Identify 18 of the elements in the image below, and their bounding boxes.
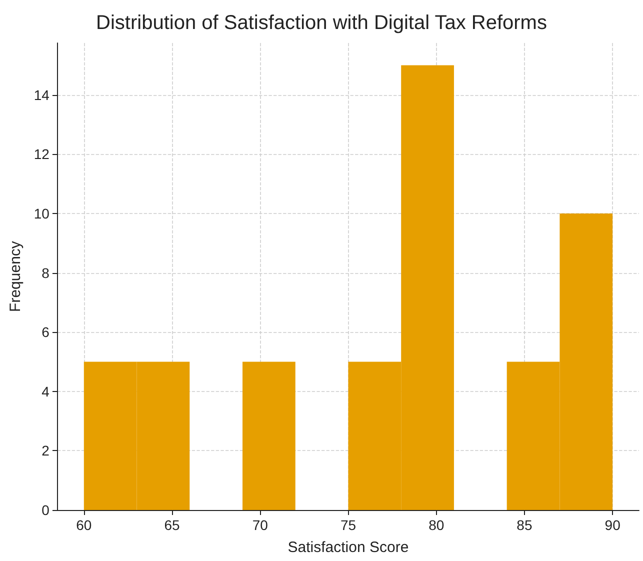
x-tick-label: 75: [340, 517, 356, 533]
x-tick-label: 65: [164, 517, 180, 533]
y-tick-label: 0: [42, 502, 50, 518]
x-tick-label: 60: [76, 517, 92, 533]
y-tick-label: 10: [34, 205, 50, 222]
y-tick-label: 2: [42, 442, 50, 459]
y-tick-label: 14: [34, 86, 50, 103]
chart-title: Distribution of Satisfaction with Digital Tax Reforms: [96, 12, 547, 34]
y-tick-label: 6: [42, 324, 50, 340]
x-tick-label: 80: [428, 517, 444, 533]
x-tick-label: 90: [604, 517, 621, 533]
y-tick-label: 8: [42, 264, 50, 281]
x-axis-title: Satisfaction Score: [288, 539, 409, 556]
x-tick-label: 85: [516, 517, 532, 533]
y-axis-title: Frequency: [7, 240, 24, 312]
y-tick-label: 12: [34, 146, 50, 162]
y-tick-label: 4: [42, 383, 50, 400]
x-tick-label: 70: [252, 517, 268, 533]
